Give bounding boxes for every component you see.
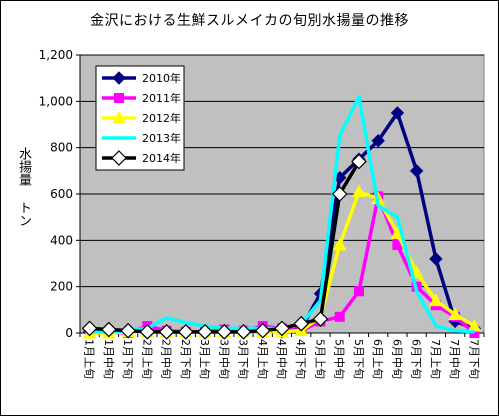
data-point — [235, 323, 252, 340]
x-tick-label: 7月下旬 — [467, 339, 480, 379]
data-point — [371, 134, 385, 148]
data-point — [274, 320, 290, 337]
data-point — [352, 184, 366, 198]
x-tick-label: 6月上旬 — [371, 339, 384, 379]
data-point — [390, 106, 405, 120]
y-tick-label: 600 — [50, 187, 73, 201]
data-point — [120, 322, 136, 339]
chart-title: 金沢における生鮮スルメイカの旬別水揚量の推移 — [90, 13, 409, 29]
data-point — [112, 71, 126, 85]
x-tick-label: 4月上旬 — [256, 339, 269, 379]
data-point — [312, 311, 329, 327]
legend-label: 2011年 — [142, 91, 181, 105]
x-tick-label: 1月中旬 — [102, 339, 115, 379]
data-point — [351, 153, 367, 170]
x-tick-label: 5月上旬 — [313, 339, 326, 379]
legend-item: 2011年 — [102, 91, 181, 105]
data-point — [331, 186, 348, 202]
x-tick-label: 2月中旬 — [160, 339, 173, 379]
data-point — [81, 320, 98, 337]
y-axis-label: 水揚量 トン — [16, 147, 31, 227]
data-point — [293, 315, 310, 332]
legend-item: 2013年 — [102, 131, 181, 145]
x-tick-label: 4月下旬 — [294, 339, 307, 379]
data-point — [353, 286, 364, 297]
series-lines — [81, 94, 482, 340]
data-point — [112, 110, 126, 124]
data-point — [197, 323, 213, 340]
data-point — [448, 307, 462, 320]
data-point — [409, 164, 424, 178]
data-point — [101, 321, 117, 338]
legend-label: 2010年 — [142, 71, 181, 85]
data-point — [392, 239, 403, 250]
y-tick-label: 400 — [50, 233, 73, 247]
data-point — [332, 237, 347, 251]
y-tick-label: 1,200 — [39, 48, 73, 62]
x-tick-label: 2月下旬 — [179, 339, 192, 379]
y-tick-label: 1,000 — [39, 94, 73, 108]
x-tick-label: 2月上旬 — [140, 339, 153, 379]
legend-item: 2010年 — [102, 71, 181, 85]
x-tick-label: 6月下旬 — [410, 339, 423, 379]
data-point — [114, 93, 124, 103]
legend-label: 2014年 — [142, 151, 181, 165]
x-tick-label: 1月上旬 — [83, 339, 96, 379]
x-tick-label: 3月下旬 — [237, 339, 250, 379]
legend-item: 2014年 — [102, 150, 181, 166]
data-point — [469, 328, 480, 338]
data-point — [216, 323, 233, 340]
data-point — [177, 323, 194, 340]
data-point — [158, 323, 175, 340]
x-tick-label: 3月上旬 — [198, 339, 211, 379]
y-tick-label: 200 — [50, 280, 73, 294]
data-point — [429, 293, 443, 307]
legend-label: 2013年 — [142, 131, 181, 145]
data-point — [254, 322, 271, 339]
x-tick-label: 6月中旬 — [390, 339, 403, 379]
legend-item: 2012年 — [102, 110, 181, 125]
series-group — [81, 153, 367, 340]
legend: 2010年 2011年 2012年 2013年 2014年 — [95, 65, 185, 171]
data-point — [429, 252, 443, 266]
data-point — [334, 311, 345, 322]
x-tick-label: 3月中旬 — [217, 339, 230, 379]
x-tick-label: 5月下旬 — [352, 339, 365, 379]
x-tick-label: 1月下旬 — [121, 339, 134, 379]
y-tick-label: 0 — [65, 326, 73, 340]
data-point — [139, 323, 156, 340]
data-point — [111, 150, 127, 166]
x-tick-label: 7月中旬 — [448, 339, 461, 379]
x-tick-label: 7月上旬 — [429, 339, 442, 379]
x-tick-label: 4月中旬 — [275, 339, 288, 379]
x-tick-label: 5月中旬 — [333, 339, 346, 379]
y-tick-label: 800 — [50, 141, 73, 155]
legend-label: 2012年 — [142, 111, 181, 125]
